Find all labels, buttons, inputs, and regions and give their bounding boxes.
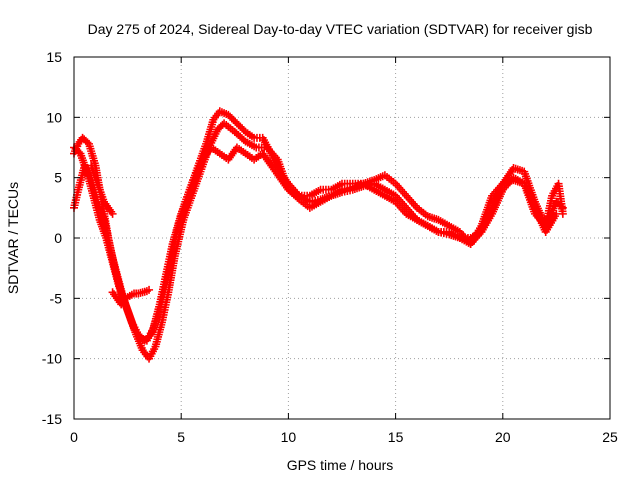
- data-marks: [70, 107, 567, 363]
- x-tick-label: 25: [602, 429, 618, 445]
- x-axis-label: GPS time / hours: [287, 457, 394, 473]
- data-series-4: [108, 285, 154, 309]
- data-point: [108, 209, 117, 218]
- y-tick-label: 5: [54, 170, 62, 186]
- y-tick-label: -15: [42, 411, 62, 427]
- chart-title: Day 275 of 2024, Sidereal Day-to-day VTE…: [88, 21, 593, 37]
- data-series-5: [87, 161, 117, 218]
- data-series-3: [70, 143, 567, 345]
- data-point: [145, 285, 154, 294]
- y-tick-label: -10: [42, 351, 62, 367]
- data-point: [557, 202, 566, 211]
- x-tick-label: 20: [495, 429, 511, 445]
- y-tick-label: 15: [46, 49, 62, 65]
- y-tick-label: 0: [54, 230, 62, 246]
- x-tick-label: 5: [177, 429, 185, 445]
- grid: [74, 57, 610, 419]
- x-tick-label: 10: [281, 429, 297, 445]
- x-tick-label: 15: [388, 429, 404, 445]
- axis-ticks: 0 5 10 15 20 25 -15 -10 -5 0 5 10 15: [42, 49, 618, 445]
- y-axis-label: SDTVAR / TECUs: [5, 182, 21, 294]
- y-tick-label: -5: [50, 290, 63, 306]
- y-tick-label: 10: [46, 109, 62, 125]
- data-point: [558, 203, 567, 212]
- x-tick-label: 0: [70, 429, 78, 445]
